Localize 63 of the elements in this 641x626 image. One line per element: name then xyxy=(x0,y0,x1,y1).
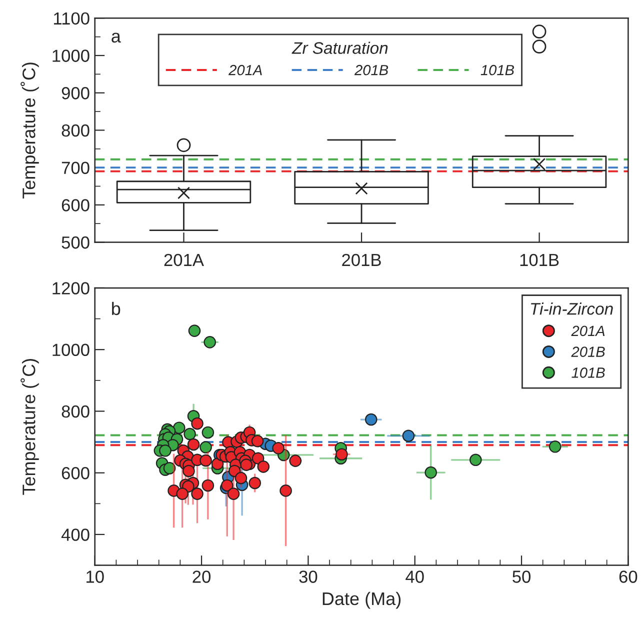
y-tick-label: 500 xyxy=(62,236,90,249)
point xyxy=(248,476,262,490)
point xyxy=(280,484,292,497)
point xyxy=(202,426,214,439)
y-tick-label: 700 xyxy=(62,162,90,174)
legend-title: Ti-in-Zircon xyxy=(530,302,613,315)
point xyxy=(191,417,204,430)
x-tick-label: 30 xyxy=(299,570,318,583)
legend-label: 201A xyxy=(571,326,605,336)
point xyxy=(227,488,240,500)
y-tick-label: 900 xyxy=(62,87,90,100)
y-axis-title: Temperature (˚C) xyxy=(20,62,39,199)
point xyxy=(187,438,200,451)
x-tick-label: 40 xyxy=(406,570,424,583)
point xyxy=(234,472,248,484)
point xyxy=(211,458,224,470)
point xyxy=(172,422,186,434)
point xyxy=(257,460,270,473)
point xyxy=(470,454,482,466)
x-tick-label: 10 xyxy=(86,570,104,583)
y-tick-label: 1200 xyxy=(52,282,90,294)
x-tick-label: 50 xyxy=(512,570,530,583)
point xyxy=(204,336,216,348)
point xyxy=(252,452,264,465)
x-tick-label: 20 xyxy=(192,570,211,583)
x-axis-title: Date (Ma) xyxy=(322,592,401,609)
point xyxy=(424,466,438,479)
point xyxy=(272,442,284,454)
legend-label: 101B xyxy=(572,368,605,378)
annotation: a xyxy=(112,32,121,43)
point xyxy=(184,428,196,440)
legend-label: 201A xyxy=(228,64,262,76)
point xyxy=(200,441,212,454)
point xyxy=(163,462,176,474)
legend-label: 201B xyxy=(354,64,388,76)
point xyxy=(202,479,214,492)
x-tick-label: 201A xyxy=(164,254,204,266)
point xyxy=(159,444,172,457)
point xyxy=(364,413,378,426)
point xyxy=(176,488,188,500)
annotation: b xyxy=(112,302,120,316)
point xyxy=(548,440,562,453)
point xyxy=(220,479,234,492)
y-tick-label: 600 xyxy=(62,199,90,212)
y-tick-label: 1000 xyxy=(52,344,90,356)
legend-label: 201B xyxy=(571,346,605,357)
point xyxy=(188,324,201,337)
y-tick-label: 1000 xyxy=(52,50,90,62)
y-tick-label: 1100 xyxy=(54,12,90,25)
x-tick-label: 201B xyxy=(342,254,381,266)
y-tick-label: 600 xyxy=(62,467,90,480)
y-tick-label: 400 xyxy=(61,528,90,541)
point xyxy=(191,488,204,500)
legend-label: 101B xyxy=(480,64,514,76)
point xyxy=(336,448,348,461)
point xyxy=(289,454,302,467)
x-tick-label: 101B xyxy=(520,254,559,266)
y-tick-label: 800 xyxy=(62,124,90,137)
y-tick-label: 800 xyxy=(62,405,90,418)
y-axis-title: Temperature (˚C) xyxy=(20,359,39,495)
x-tick-label: 60 xyxy=(619,570,638,583)
point xyxy=(402,430,415,442)
legend-title: Zr Saturation xyxy=(292,42,388,54)
